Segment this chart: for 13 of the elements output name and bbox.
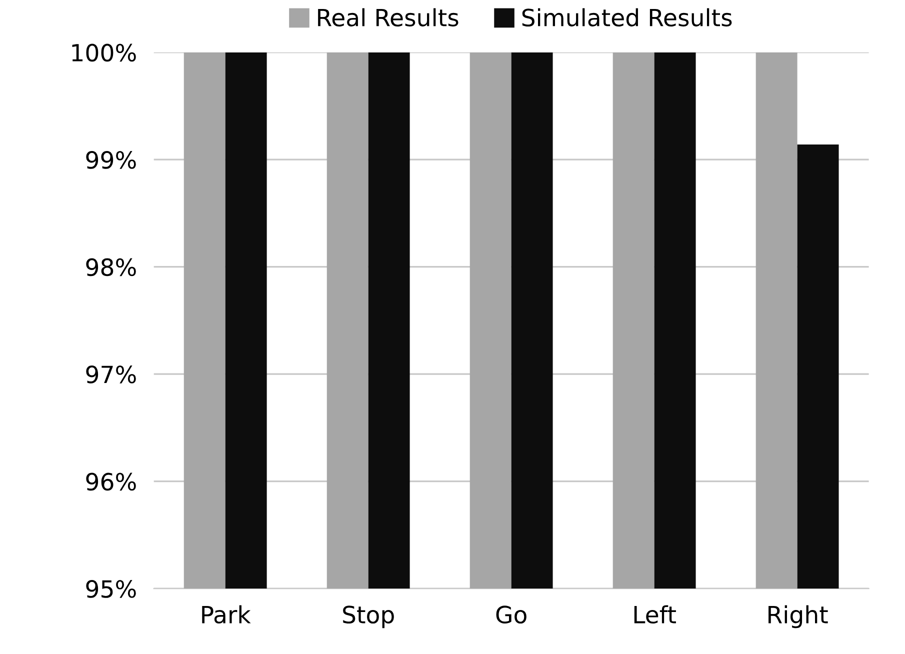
legend-label: Simulated Results [522,8,732,26]
y-tick-label: 99% [86,151,136,169]
x-tick-label: Stop [343,606,394,628]
x-tick-label: Go [496,606,526,624]
y-tick-label: 100% [72,44,136,62]
x-tick-label: Park [202,605,251,624]
x-tick-label: Left [634,605,676,624]
y-tick-label: 97% [86,366,136,384]
y-tick-label: 95% [86,580,136,598]
x-tick-label: Right [768,605,828,628]
legend-label: Real Results [318,8,458,26]
y-tick-label: 98% [86,258,136,276]
y-tick-label: 96% [86,472,136,491]
